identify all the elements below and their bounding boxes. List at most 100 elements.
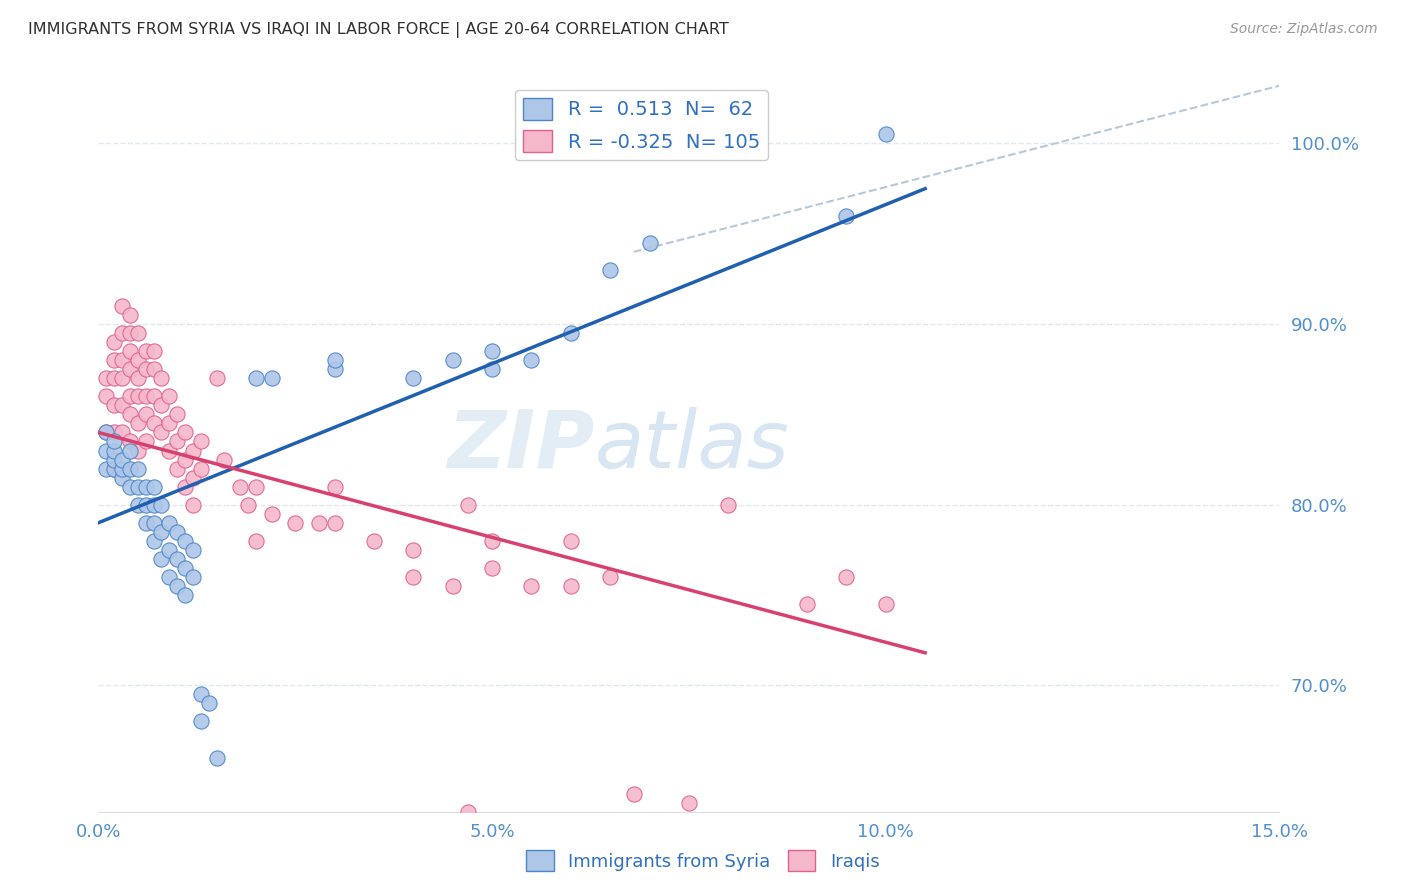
Point [166, 579, 188, 593]
Point [520, 579, 543, 593]
Point [157, 542, 180, 557]
Point [481, 533, 503, 548]
Point [560, 533, 582, 548]
Point [103, 371, 125, 385]
Point [402, 371, 425, 385]
Point [174, 480, 197, 494]
Point [135, 480, 157, 494]
Point [157, 443, 180, 458]
Point [118, 362, 141, 376]
Point [142, 344, 165, 359]
Point [166, 408, 188, 422]
Point [127, 389, 149, 403]
Point [166, 461, 188, 475]
Point [103, 353, 125, 368]
Point [236, 498, 259, 512]
Text: ZIP: ZIP [447, 407, 595, 485]
Point [638, 235, 661, 250]
Point [245, 371, 267, 385]
Point [118, 326, 141, 340]
Point [181, 542, 204, 557]
Point [127, 353, 149, 368]
Text: Source: ZipAtlas.com: Source: ZipAtlas.com [1230, 22, 1378, 37]
Point [103, 443, 125, 458]
Text: atlas: atlas [595, 407, 789, 485]
Point [166, 552, 188, 566]
Point [111, 326, 134, 340]
Point [190, 461, 212, 475]
Point [835, 570, 858, 584]
Point [363, 533, 385, 548]
Point [142, 516, 165, 530]
Point [174, 452, 197, 467]
Point [481, 362, 503, 376]
Point [111, 299, 134, 313]
Point [245, 533, 267, 548]
Point [174, 533, 197, 548]
Point [260, 507, 283, 521]
Point [135, 434, 157, 449]
Point [111, 425, 134, 440]
Point [118, 308, 141, 322]
Point [181, 470, 204, 484]
Point [135, 498, 157, 512]
Point [481, 561, 503, 575]
Point [157, 417, 180, 431]
Point [118, 344, 141, 359]
Point [441, 579, 464, 593]
Point [157, 516, 180, 530]
Point [150, 524, 173, 539]
Point [166, 524, 188, 539]
Point [323, 480, 346, 494]
Point [190, 687, 212, 701]
Point [560, 579, 582, 593]
Point [875, 597, 897, 611]
Point [599, 570, 621, 584]
Point [308, 516, 330, 530]
Point [118, 480, 141, 494]
Point [118, 434, 141, 449]
Point [197, 697, 219, 711]
Point [181, 570, 204, 584]
Legend: Immigrants from Syria, Iraqis: Immigrants from Syria, Iraqis [519, 843, 887, 879]
Point [190, 714, 212, 729]
Point [157, 570, 180, 584]
Point [118, 408, 141, 422]
Point [103, 425, 125, 440]
Point [323, 353, 346, 368]
Point [111, 353, 134, 368]
Point [142, 417, 165, 431]
Point [127, 480, 149, 494]
Legend: R =  0.513  N=  62, R = -0.325  N= 105: R = 0.513 N= 62, R = -0.325 N= 105 [516, 90, 768, 161]
Point [142, 362, 165, 376]
Point [181, 443, 204, 458]
Point [402, 542, 425, 557]
Point [150, 552, 173, 566]
Point [190, 434, 212, 449]
Point [127, 371, 149, 385]
Point [150, 425, 173, 440]
Point [111, 470, 134, 484]
Point [142, 498, 165, 512]
Point [166, 434, 188, 449]
Point [135, 389, 157, 403]
Point [402, 570, 425, 584]
Point [96, 371, 118, 385]
Point [127, 326, 149, 340]
Point [229, 480, 252, 494]
Point [142, 389, 165, 403]
Point [127, 417, 149, 431]
Point [118, 461, 141, 475]
Point [118, 389, 141, 403]
Point [174, 561, 197, 575]
Point [96, 443, 118, 458]
Point [150, 371, 173, 385]
Point [103, 461, 125, 475]
Point [481, 344, 503, 359]
Point [135, 344, 157, 359]
Point [96, 425, 118, 440]
Point [103, 434, 125, 449]
Point [135, 516, 157, 530]
Point [111, 461, 134, 475]
Point [150, 498, 173, 512]
